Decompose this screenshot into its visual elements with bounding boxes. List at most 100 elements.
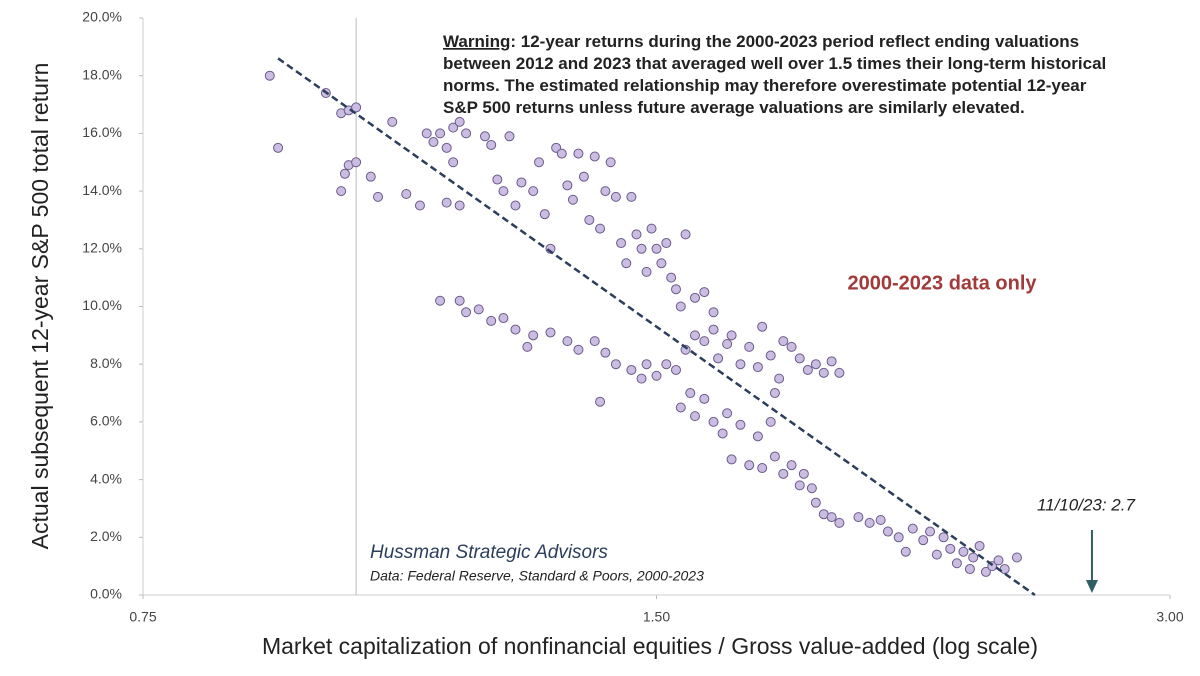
data-point: [336, 186, 347, 197]
data-point: [778, 336, 789, 347]
data-point: [605, 157, 616, 168]
data-point: [556, 148, 567, 159]
data-point: [918, 535, 929, 546]
data-point: [636, 373, 647, 384]
data-point: [589, 151, 600, 162]
data-point: [441, 197, 452, 208]
data-point: [794, 480, 805, 491]
data-point: [757, 321, 768, 332]
data-point: [752, 431, 763, 442]
data-point: [441, 142, 452, 153]
data-point: [826, 512, 837, 523]
x-tick-label: 0.75: [129, 609, 156, 625]
data-point: [621, 258, 632, 269]
data-point: [713, 353, 724, 364]
data-point: [454, 200, 465, 211]
y-tick-label: 6.0%: [90, 413, 122, 429]
y-tick-label: 18.0%: [82, 66, 122, 82]
warning-text: between 2012 and 2023 that averaged well…: [443, 54, 1106, 73]
data-point: [578, 171, 589, 182]
data-point: [573, 148, 584, 159]
data-point: [589, 336, 600, 347]
data-point: [486, 315, 497, 326]
x-axis-label: Market capitalization of nonfinancial eq…: [262, 633, 1038, 659]
data-point: [699, 393, 710, 404]
data-point: [454, 295, 465, 306]
data-point: [670, 284, 681, 295]
data-point: [744, 341, 755, 352]
data-point: [351, 102, 362, 113]
data-point: [968, 552, 979, 563]
data-point: [631, 229, 642, 240]
data-point: [810, 359, 821, 370]
y-axis-label: Actual subsequent 12-year S&P 500 total …: [27, 63, 53, 550]
data-point: [666, 272, 677, 283]
data-point: [834, 517, 845, 528]
data-point: [661, 359, 672, 370]
data-point: [562, 180, 573, 191]
data-point: [448, 122, 459, 133]
data-point: [864, 517, 875, 528]
data-point: [726, 330, 737, 341]
data-point: [461, 307, 472, 318]
data-point: [365, 171, 376, 182]
y-tick-label: 14.0%: [82, 182, 122, 198]
data-point: [818, 367, 829, 378]
data-point: [900, 546, 911, 557]
data-point: [401, 188, 412, 199]
data-point: [528, 186, 539, 197]
data-point: [498, 186, 509, 197]
data-point: [351, 157, 362, 168]
data-point: [387, 116, 398, 127]
data-point: [510, 324, 521, 335]
data-point: [680, 229, 691, 240]
data-point: [875, 514, 886, 525]
source-detail: Data: Federal Reserve, Standard & Poors,…: [370, 568, 704, 584]
data-point: [626, 364, 637, 375]
y-tick-label: 0.0%: [90, 586, 122, 602]
data-point: [448, 157, 459, 168]
data-point: [486, 139, 497, 150]
data-point: [980, 566, 991, 577]
warning-text: norms. The estimated relationship may th…: [443, 76, 1087, 95]
y-tick-label: 4.0%: [90, 470, 122, 486]
data-point: [685, 388, 696, 399]
warning-text: S&P 500 returns unless future average va…: [443, 98, 1025, 117]
data-point: [504, 131, 515, 142]
data-point: [798, 468, 809, 479]
data-point: [567, 194, 578, 205]
data-point: [974, 540, 985, 551]
data-point: [339, 168, 350, 179]
data-point: [993, 555, 1004, 566]
warning-line: Warning: 12-year returns during the 2000…: [443, 32, 1079, 51]
data-point: [717, 428, 728, 439]
data-point: [641, 359, 652, 370]
data-point: [414, 200, 425, 211]
data-point: [595, 223, 606, 234]
y-tick-label: 12.0%: [82, 240, 122, 256]
data-point: [689, 330, 700, 341]
data-point: [528, 330, 539, 341]
data-point: [1011, 552, 1022, 563]
data-point: [600, 186, 611, 197]
warning-line: norms. The estimated relationship may th…: [443, 76, 1087, 95]
data-point: [516, 177, 527, 188]
marker-label: 11/10/23: 2.7: [1037, 495, 1136, 514]
data-point: [454, 116, 465, 127]
data-point: [951, 558, 962, 569]
data-point: [626, 191, 637, 202]
data-point: [498, 313, 509, 324]
y-tick-label: 2.0%: [90, 528, 122, 544]
data-point: [600, 347, 611, 358]
data-point: [708, 416, 719, 427]
data-point: [656, 258, 667, 269]
data-point: [735, 419, 746, 430]
data-point: [675, 301, 686, 312]
data-point: [744, 460, 755, 471]
data-point: [473, 304, 484, 315]
data-point: [834, 367, 845, 378]
data-point: [610, 191, 621, 202]
data-point: [769, 451, 780, 462]
data-point: [595, 396, 606, 407]
